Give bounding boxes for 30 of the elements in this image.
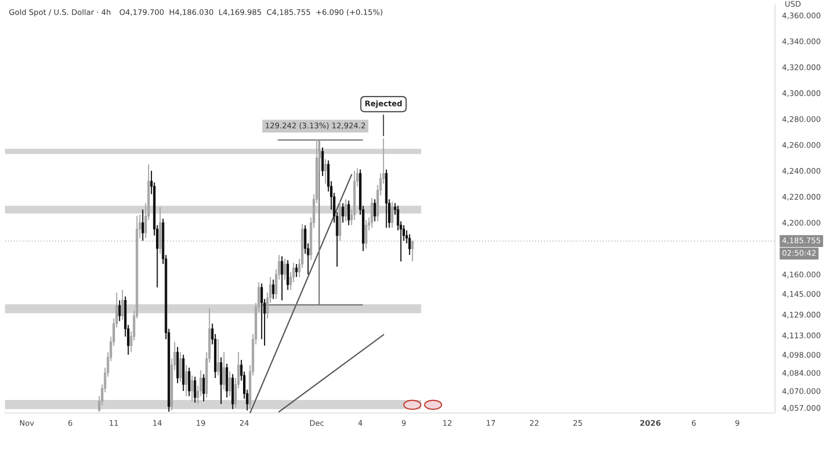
candlestick bbox=[286, 260, 289, 291]
candlestick bbox=[364, 219, 368, 250]
candlestick bbox=[295, 263, 298, 278]
candlestick bbox=[344, 198, 347, 222]
candlestick bbox=[226, 363, 228, 398]
candlestick bbox=[222, 352, 226, 390]
candlestick bbox=[228, 370, 231, 397]
candlestick bbox=[408, 234, 411, 256]
candlestick bbox=[411, 240, 414, 262]
candlestick bbox=[185, 364, 188, 397]
candlestick bbox=[179, 352, 182, 382]
candlestick bbox=[374, 198, 376, 222]
candlestick bbox=[188, 367, 190, 397]
candlestick bbox=[370, 197, 374, 228]
candlestick bbox=[194, 376, 196, 404]
candlestick bbox=[190, 374, 194, 402]
candlestick bbox=[118, 300, 121, 322]
candlestick bbox=[390, 201, 394, 228]
candlestick bbox=[321, 146, 324, 177]
candlestick bbox=[347, 200, 350, 226]
candlestick bbox=[284, 258, 286, 280]
candlestick bbox=[272, 279, 274, 300]
candlestick bbox=[121, 289, 124, 320]
candlestick bbox=[142, 209, 144, 242]
candlestick bbox=[216, 338, 220, 376]
candlestick bbox=[202, 374, 205, 402]
candlestick bbox=[342, 202, 344, 224]
candlestick bbox=[280, 256, 284, 301]
candlestick bbox=[220, 356, 222, 404]
candlestick bbox=[324, 158, 327, 184]
